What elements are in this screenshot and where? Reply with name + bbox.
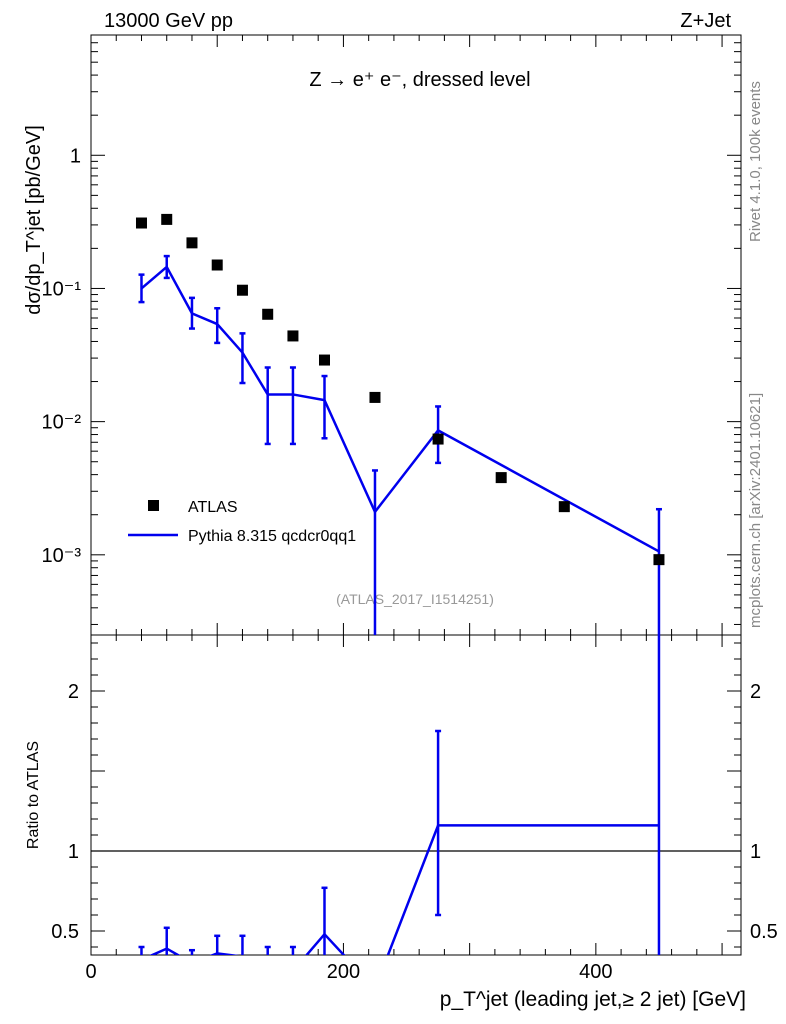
- main-y-axis-label: dσ/dp_T^jet [pb/GeV]: [23, 125, 45, 315]
- process-label: Z+Jet: [680, 10, 731, 32]
- ratio-y-tick-label: 2: [68, 681, 79, 703]
- main-y-tick-label: 1: [70, 145, 81, 167]
- rivet-label: Rivet 4.1.0, 100k events: [747, 81, 764, 242]
- x-axis-label: p_T^jet (leading jet,≥ 2 jet) [GeV]: [440, 988, 746, 1011]
- x-tick-label: 200: [327, 961, 360, 983]
- main-panel-frame: [90, 34, 742, 636]
- analysis-tag: (ATLAS_2017_I1514251): [336, 591, 494, 607]
- atlas-data-point: [369, 391, 381, 403]
- ratio-panel-frame: [90, 634, 742, 956]
- atlas-data-point: [135, 217, 147, 229]
- atlas-data-point: [432, 433, 444, 445]
- main-title: Z → e⁺ e⁻, dressed level: [309, 69, 530, 91]
- atlas-data-point: [653, 554, 665, 566]
- legend-atlas-label: ATLAS: [188, 499, 238, 516]
- atlas-data-point: [262, 308, 274, 320]
- x-tick-label: 0: [85, 961, 96, 983]
- ratio-line: [149, 824, 659, 955]
- atlas-data-point: [495, 472, 507, 484]
- atlas-data-point: [558, 501, 570, 513]
- atlas-data-point: [287, 330, 299, 342]
- ratio-y-tick-label: 1: [68, 841, 79, 863]
- ratio-panel-data: [91, 635, 741, 955]
- atlas-data-point: [236, 284, 248, 296]
- main-y-tick-label: 10⁻²: [42, 412, 82, 434]
- atlas-data-point: [318, 354, 330, 366]
- axis-ticks: 0 200 400 1 10⁻¹ 10⁻² 10⁻³ 0.5 0.5 1 1 2 2: [42, 34, 778, 983]
- ratio-y-axis-label: Ratio to ATLAS: [25, 741, 42, 849]
- legend-pythia-label: Pythia 8.315 qcdcr0qq1: [188, 528, 356, 545]
- ratio-y-tick-label-right: 2: [750, 681, 761, 703]
- main-y-tick-label: 10⁻¹: [42, 278, 82, 300]
- legend-atlas-marker: [148, 500, 159, 511]
- ratio-y-tick-label-right: 0.5: [750, 921, 778, 943]
- atlas-data-point: [161, 213, 173, 225]
- energy-label: 13000 GeV pp: [104, 10, 233, 32]
- main-y-tick-label: 10⁻³: [42, 545, 82, 567]
- main-panel-data: [135, 213, 665, 635]
- x-tick-label: 400: [579, 961, 612, 983]
- ratio-y-tick-label: 0.5: [51, 921, 79, 943]
- atlas-data-point: [211, 259, 223, 271]
- mcplots-label: mcplots.cern.ch [arXiv:2401.10621]: [747, 393, 764, 628]
- ratio-y-tick-label-right: 1: [750, 841, 761, 863]
- atlas-data-point: [186, 237, 198, 249]
